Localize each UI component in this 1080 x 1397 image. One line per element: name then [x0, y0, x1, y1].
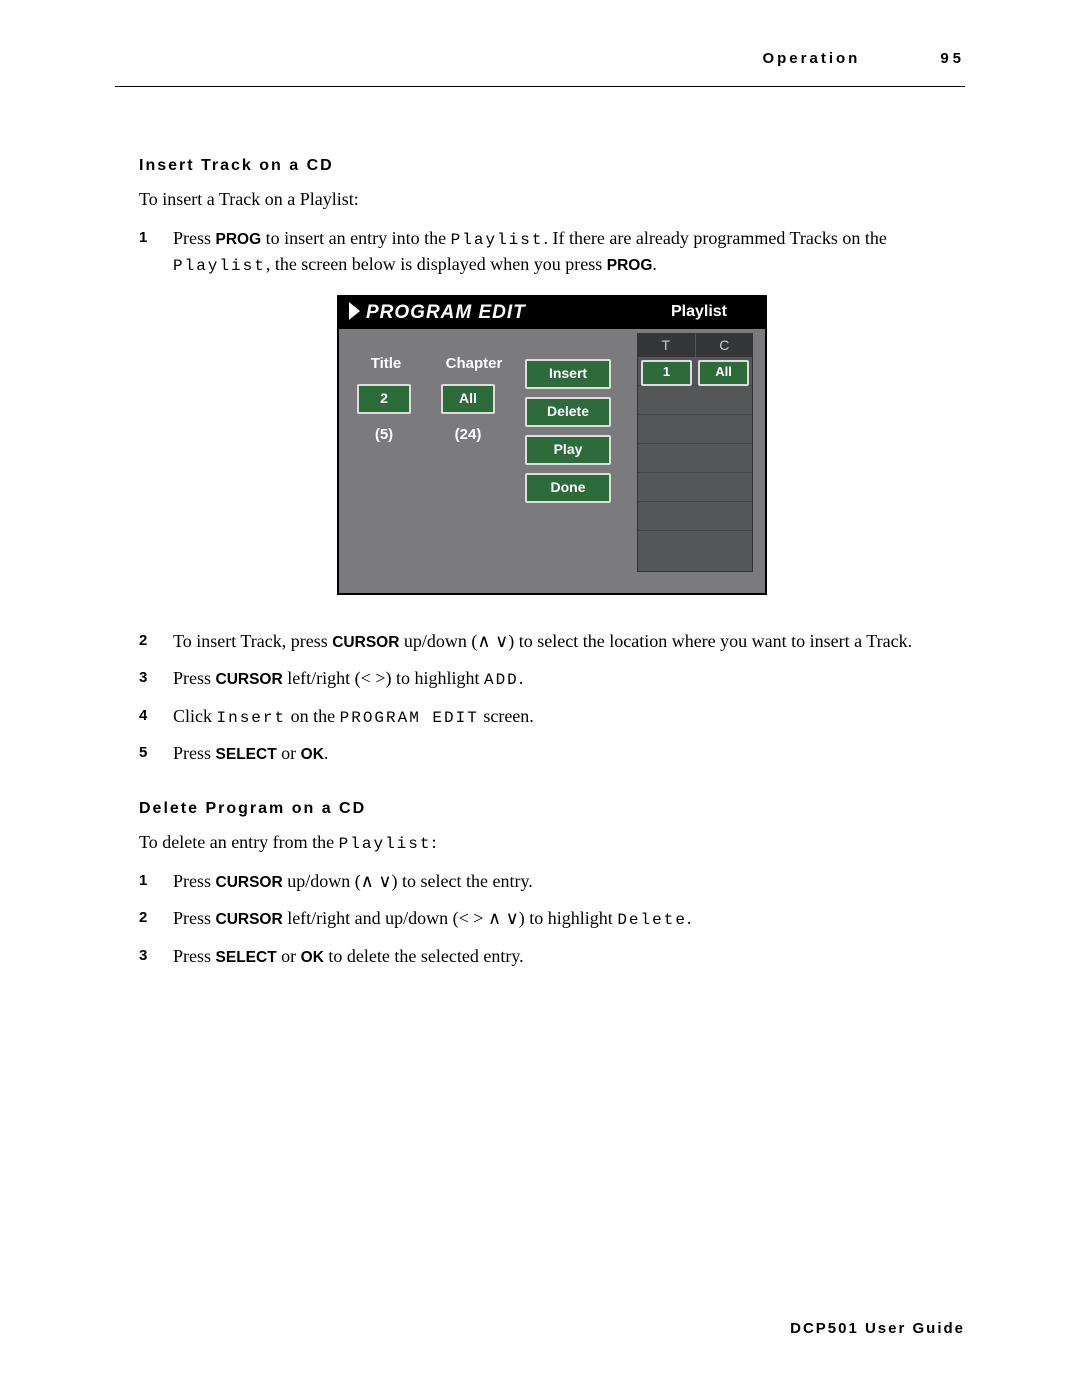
- step: Press CURSOR left/right and up/down (< >…: [139, 906, 965, 932]
- playlist-row[interactable]: [638, 444, 752, 473]
- insert-button[interactable]: Insert: [525, 359, 611, 389]
- page: Operation 95 Insert Track on a CD To ins…: [0, 0, 1080, 1397]
- playlist-row[interactable]: 1 All: [638, 357, 752, 386]
- step: To insert Track, press CURSOR up/down (∧…: [139, 629, 965, 654]
- program-edit-screen: PROGRAM EDIT Playlist Title Chapter 2 Al…: [337, 295, 767, 595]
- delete-button[interactable]: Delete: [525, 397, 611, 427]
- col-chapter: Chapter: [445, 355, 503, 372]
- col-title: Title: [357, 355, 415, 372]
- action-buttons: Insert Delete Play Done: [525, 359, 611, 503]
- play-button[interactable]: Play: [525, 435, 611, 465]
- content: Insert Track on a CD To insert a Track o…: [115, 87, 965, 969]
- chapter-value[interactable]: All: [441, 384, 495, 414]
- screen-title: PROGRAM EDIT: [349, 302, 526, 324]
- section-intro-delete: To delete an entry from the Playlist:: [139, 832, 965, 853]
- steps-insert: Press PROG to insert an entry into the P…: [139, 226, 965, 277]
- step: Press SELECT or OK.: [139, 741, 965, 766]
- header-page-number: 95: [940, 50, 965, 67]
- playlist-panel: T C 1 All: [637, 333, 753, 572]
- playlist-row[interactable]: [638, 502, 752, 531]
- playlist-label: Playlist: [671, 303, 727, 321]
- section-intro-insert: To insert a Track on a Playlist:: [139, 189, 965, 210]
- playlist-col-c: C: [696, 333, 754, 357]
- playlist-cell-c: All: [698, 360, 749, 386]
- section-heading-insert: Insert Track on a CD: [139, 157, 965, 175]
- steps-insert-cont: To insert Track, press CURSOR up/down (∧…: [139, 629, 965, 766]
- done-button[interactable]: Done: [525, 473, 611, 503]
- steps-delete: Press CURSOR up/down (∧ ∨) to select the…: [139, 869, 965, 968]
- step: Press CURSOR up/down (∧ ∨) to select the…: [139, 869, 965, 894]
- step: Press CURSOR left/right (< >) to highlig…: [139, 666, 965, 692]
- chapter-total: (24): [441, 426, 495, 443]
- step: Press SELECT or OK to delete the selecte…: [139, 944, 965, 969]
- screen-header: PROGRAM EDIT Playlist: [339, 297, 765, 329]
- title-total: (5): [357, 426, 411, 443]
- step: Click Insert on the PROGRAM EDIT screen.: [139, 704, 965, 730]
- playlist-row[interactable]: [638, 415, 752, 444]
- section-heading-delete: Delete Program on a CD: [139, 800, 965, 818]
- playlist-row[interactable]: [638, 531, 752, 559]
- footer: DCP501 User Guide: [790, 1320, 965, 1337]
- page-header: Operation 95: [115, 50, 965, 87]
- step: Press PROG to insert an entry into the P…: [139, 226, 965, 277]
- title-chapter-pane: Title Chapter 2 All (5) (24): [357, 355, 517, 443]
- header-section: Operation: [762, 50, 860, 67]
- playlist-row[interactable]: [638, 386, 752, 415]
- playlist-row[interactable]: [638, 473, 752, 502]
- playlist-cell-t: 1: [641, 360, 692, 386]
- playlist-col-t: T: [637, 333, 696, 357]
- title-value[interactable]: 2: [357, 384, 411, 414]
- program-edit-screenshot: PROGRAM EDIT Playlist Title Chapter 2 Al…: [139, 295, 965, 595]
